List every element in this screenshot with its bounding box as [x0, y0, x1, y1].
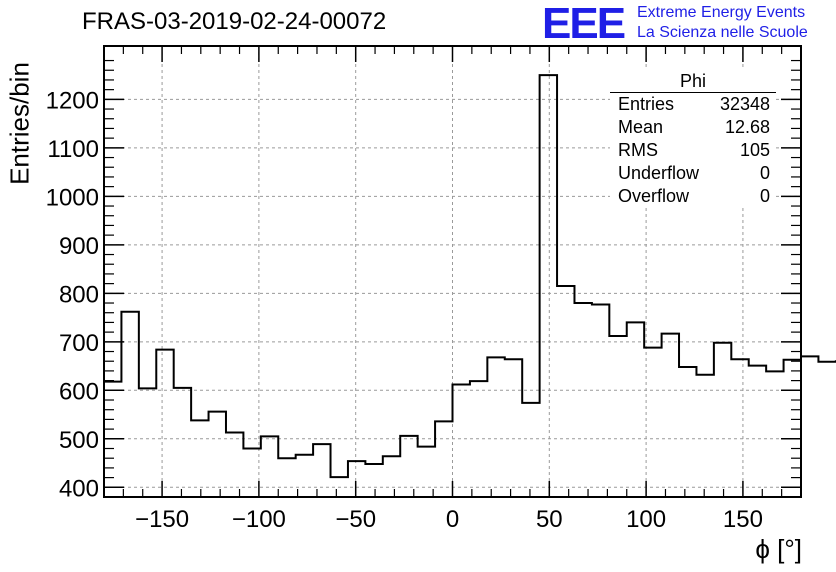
x-tick-label: 50	[536, 506, 563, 533]
y-tick-label: 1000	[46, 184, 99, 211]
y-tick-label: 900	[59, 233, 99, 260]
x-tick-label: 150	[723, 506, 763, 533]
stats-label: Entries	[618, 94, 675, 114]
stats-row-rms: RMS 105	[610, 139, 776, 162]
stats-label: Underflow	[618, 163, 700, 183]
x-tick-label: 100	[626, 506, 666, 533]
x-tick-label: 0	[446, 506, 459, 533]
stats-row-mean: Mean 12.68	[610, 116, 776, 139]
y-tick-label: 500	[59, 427, 99, 454]
y-tick-label: 600	[59, 378, 99, 405]
y-tick-label: 800	[59, 281, 99, 308]
logo-caption-line1: Extreme Energy Events	[637, 4, 806, 21]
x-tick-label: −50	[335, 506, 376, 533]
stats-title: Phi	[610, 70, 776, 93]
grid-lines	[104, 46, 801, 497]
stats-value: 105	[739, 140, 770, 160]
stats-row-underflow: Underflow 0	[610, 162, 776, 185]
logo-caption: Extreme Energy Events La Scienza nelle S…	[637, 3, 808, 43]
y-tick-label: 400	[59, 475, 99, 502]
stats-value: 12.68	[724, 117, 770, 137]
stats-row-entries: Entries 32348	[610, 93, 776, 116]
y-tick-label: 1200	[46, 87, 99, 114]
stats-value: 32348	[719, 94, 770, 114]
axis-ticks	[103, 46, 802, 497]
histogram-line	[104, 74, 836, 479]
stats-label: Overflow	[618, 186, 690, 206]
stats-value: 0	[759, 186, 770, 206]
stats-box: Phi Entries 32348 Mean 12.68 RMS 105 Und…	[610, 70, 776, 208]
y-axis-label: Entries/bin	[4, 62, 35, 185]
plot-title: FRAS-03-2019-02-24-00072	[82, 8, 387, 35]
stats-row-overflow: Overflow 0	[610, 185, 776, 208]
x-tick-label: −100	[232, 506, 286, 533]
y-tick-label: 700	[59, 330, 99, 357]
logo-caption-line2: La Scienza nelle Scuole	[637, 24, 808, 41]
y-tick-label: 1100	[47, 136, 99, 163]
eee-logo: EEE	[542, 0, 626, 48]
stats-label: RMS	[618, 140, 658, 160]
x-tick-label: −150	[135, 506, 189, 533]
stats-value: 0	[759, 163, 770, 183]
stats-label: Mean	[618, 117, 664, 137]
x-axis-label: ϕ [°]	[755, 534, 802, 564]
axis-tick-labels: −150 −100 −50 0 50 100 150 400 500 600 700 800 900 10…	[46, 87, 763, 533]
